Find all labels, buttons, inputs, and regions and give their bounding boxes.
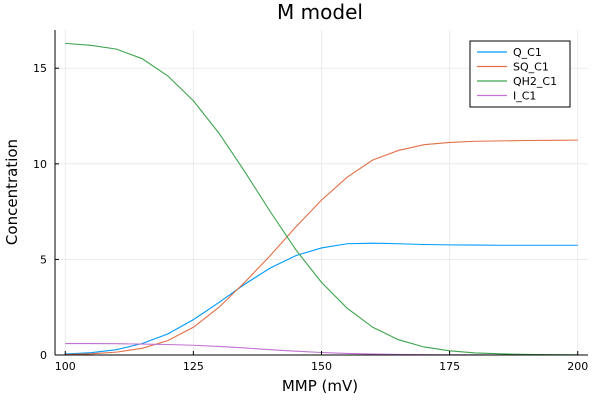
- legend-label: I_C1: [513, 90, 536, 103]
- series-line-sq-c1: [65, 139, 578, 356]
- x-tick-label: 200: [567, 360, 588, 373]
- y-tick-label: 0: [40, 349, 47, 362]
- series-line-q-c1: [65, 242, 578, 355]
- x-tick-label: 175: [439, 360, 460, 373]
- chart-title: M model: [277, 0, 363, 24]
- x-axis-label: MMP (mV): [282, 377, 358, 395]
- axes: 100 125 150 175 200 0 5 10 15: [33, 30, 588, 373]
- x-tick-label: 150: [311, 360, 332, 373]
- legend-label: SQ_C1: [513, 61, 549, 74]
- y-axis-label: Concentration: [3, 139, 21, 245]
- y-tick-label: 10: [33, 158, 47, 171]
- y-tick-label: 15: [33, 62, 47, 75]
- legend-label: Q_C1: [513, 46, 542, 59]
- legend-label: QH2_C1: [513, 75, 557, 88]
- x-tick-label: 125: [183, 360, 204, 373]
- y-tick-label: 5: [40, 253, 47, 266]
- series-line-qh2-c1: [65, 42, 578, 356]
- x-tick-label: 100: [55, 360, 76, 373]
